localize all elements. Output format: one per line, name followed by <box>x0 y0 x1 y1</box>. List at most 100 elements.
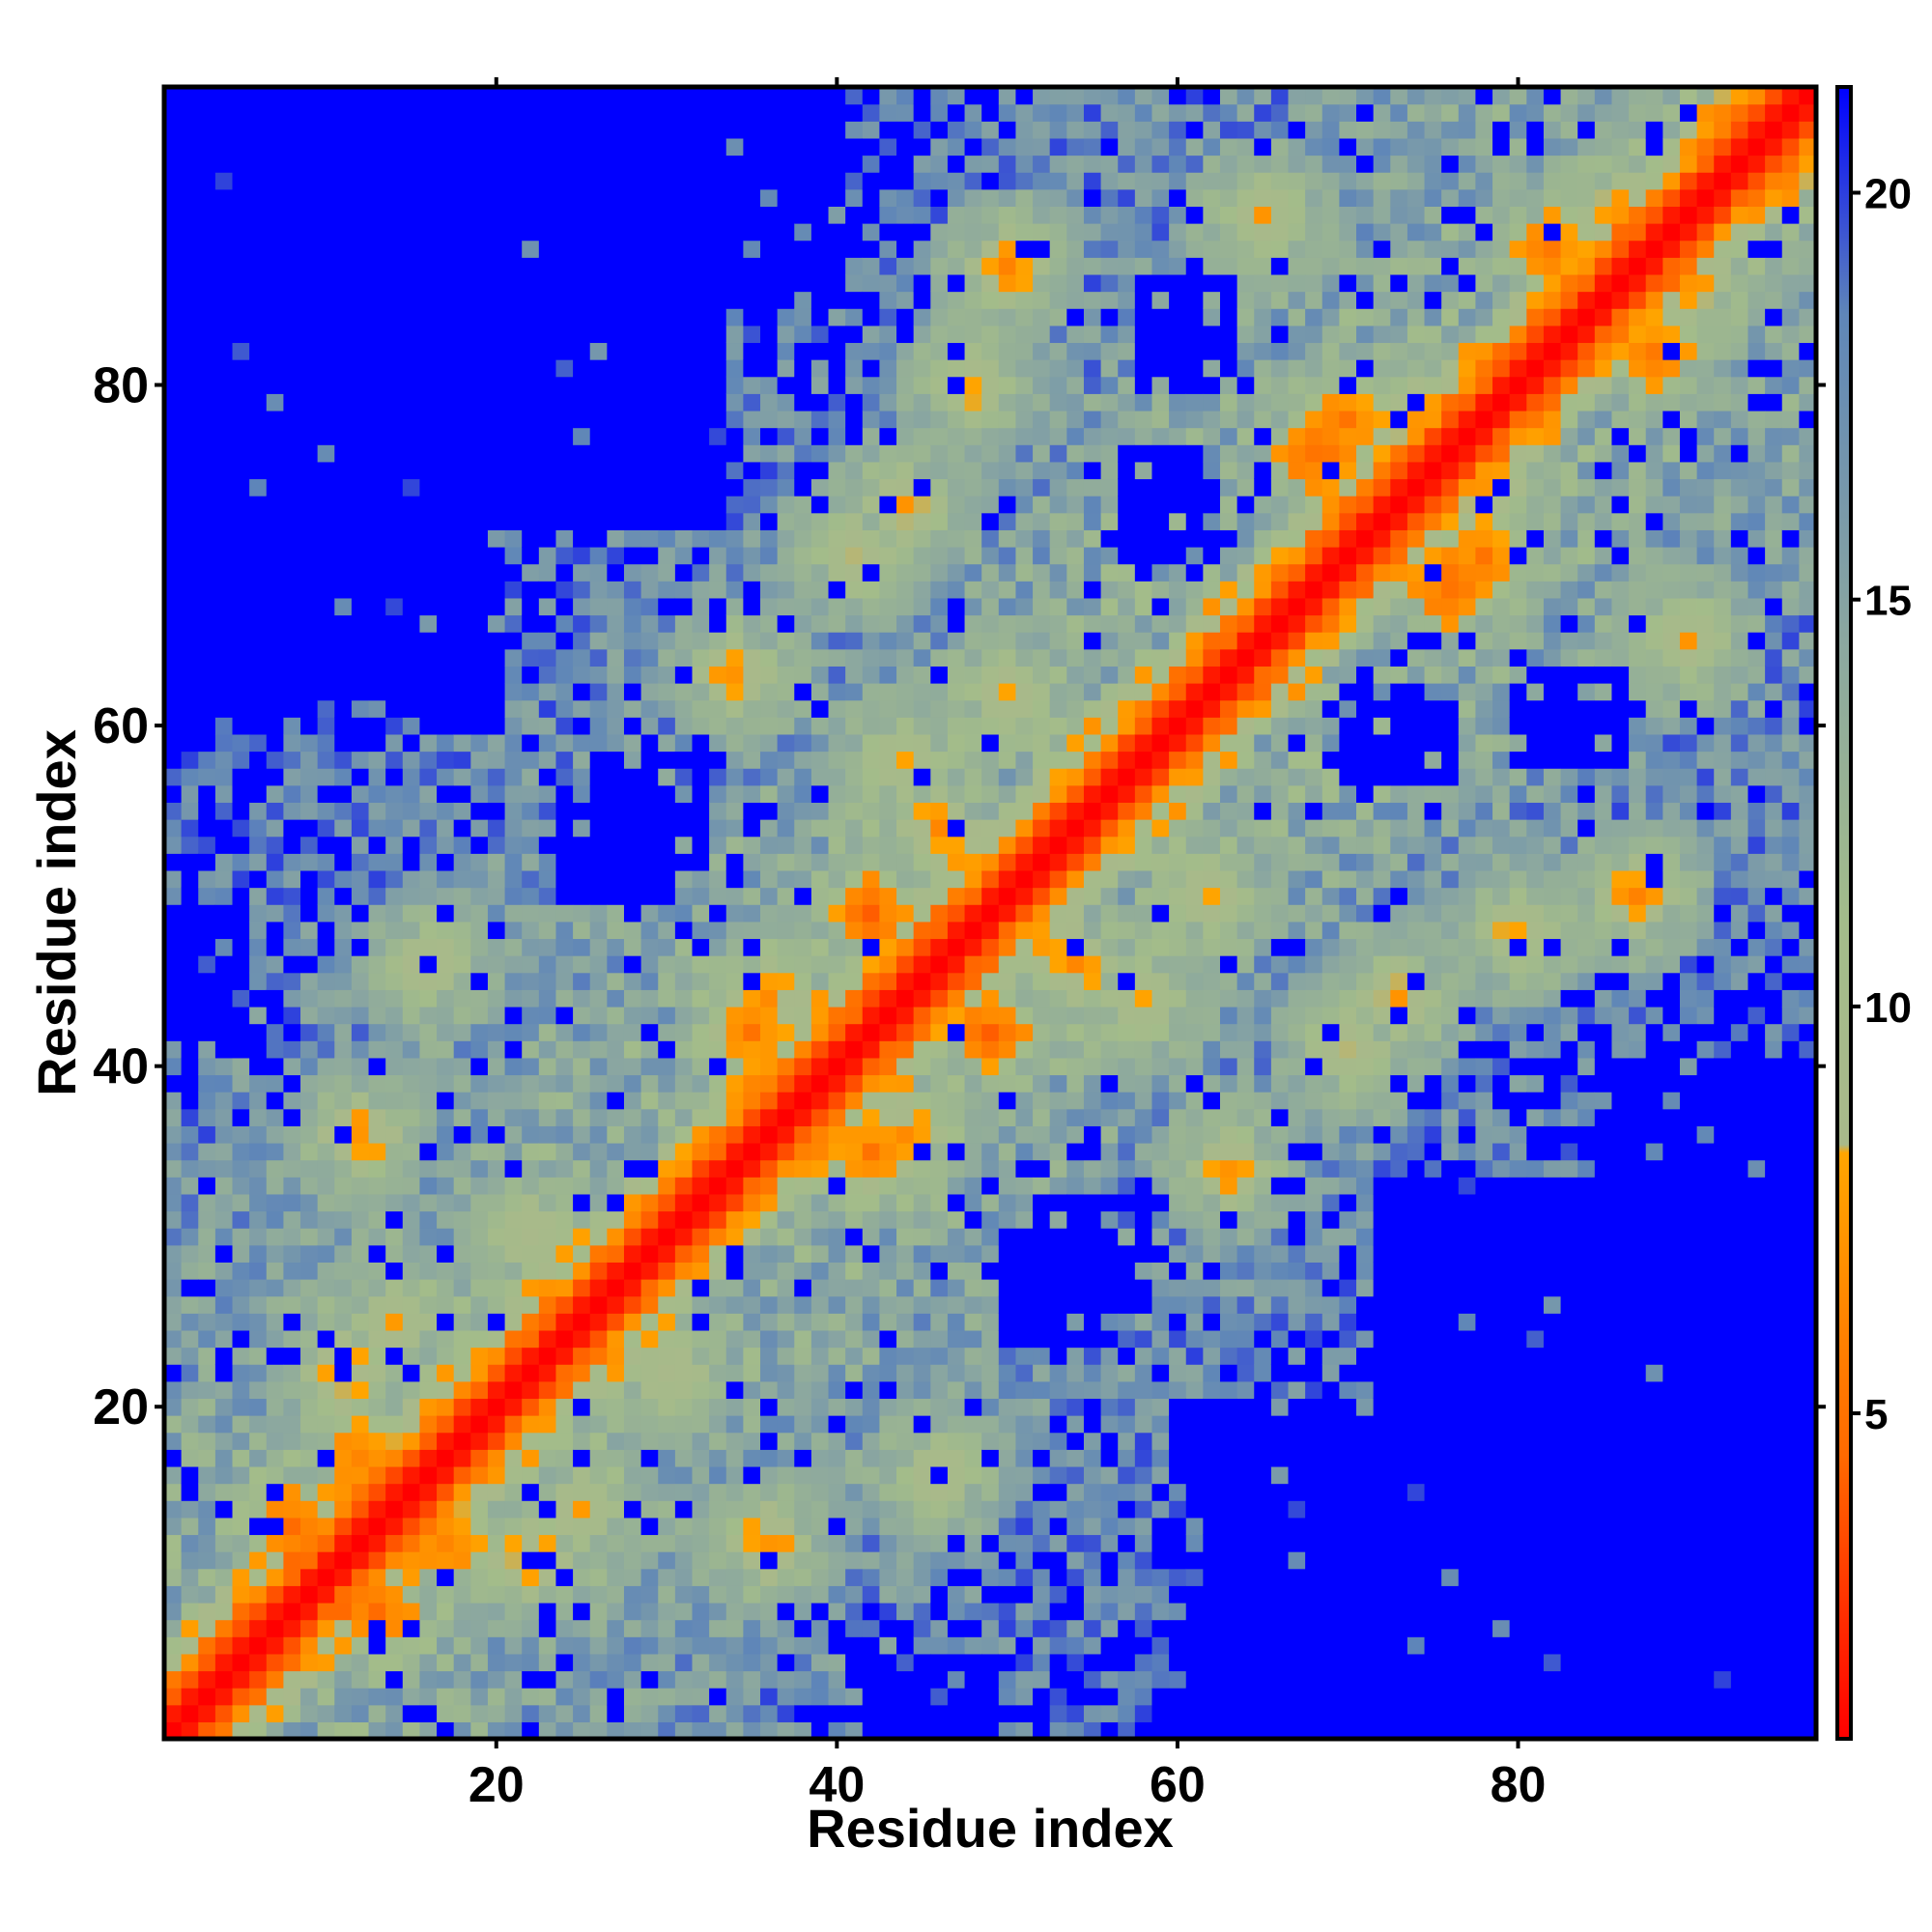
heatmap-cell <box>725 121 744 139</box>
heatmap-cell <box>964 87 982 105</box>
heatmap-cell <box>351 444 370 463</box>
heatmap-cell <box>777 427 795 445</box>
heatmap-cell <box>1015 172 1034 190</box>
heatmap-cell <box>828 1329 846 1349</box>
heatmap-cell <box>981 666 1000 684</box>
heatmap-cell <box>573 359 591 378</box>
heatmap-cell <box>555 597 574 616</box>
heatmap-cell <box>504 717 523 735</box>
heatmap-cell <box>998 1483 1017 1501</box>
heatmap-cell <box>930 1142 949 1161</box>
heatmap-cell <box>214 1347 234 1365</box>
heatmap-cell <box>249 1398 268 1416</box>
heatmap-cell <box>896 478 915 497</box>
heatmap-cell <box>794 461 812 480</box>
heatmap-cell <box>658 1040 676 1059</box>
heatmap-cell <box>437 1193 455 1212</box>
heatmap-cell <box>1015 1398 1034 1416</box>
heatmap-cell <box>862 853 881 871</box>
heatmap-cell <box>1015 1653 1034 1672</box>
heatmap-cell <box>607 137 625 156</box>
heatmap-cell <box>300 342 319 360</box>
heatmap-cell <box>266 273 284 293</box>
heatmap-cell <box>437 853 455 871</box>
heatmap-cell <box>674 597 694 616</box>
heatmap-cell <box>810 1653 830 1672</box>
heatmap-cell <box>981 188 1000 207</box>
heatmap-cell <box>589 1568 608 1586</box>
heatmap-cell <box>300 223 319 242</box>
heatmap-cell <box>964 1142 982 1161</box>
heatmap-cell <box>300 1142 319 1161</box>
heatmap-cell <box>896 666 915 684</box>
heatmap-cell <box>266 1585 284 1604</box>
heatmap-cell <box>437 257 455 275</box>
heatmap-cell <box>437 496 455 514</box>
heatmap-cell <box>913 529 931 548</box>
heatmap-cell <box>181 223 199 242</box>
heatmap-cell <box>981 223 1000 242</box>
heatmap-cell <box>845 1380 864 1400</box>
heatmap-cell <box>640 614 659 633</box>
heatmap-cell <box>794 1551 812 1570</box>
heatmap-cell <box>351 1313 370 1331</box>
heatmap-cell <box>947 1262 966 1280</box>
heatmap-cell <box>317 87 335 105</box>
heatmap-cell <box>913 1092 931 1110</box>
heatmap-cell <box>504 1210 523 1229</box>
heatmap-cell <box>249 1228 268 1246</box>
heatmap-cell <box>181 1585 199 1604</box>
heatmap-cell <box>300 563 319 582</box>
heatmap-cell <box>453 1517 471 1536</box>
heatmap-cell <box>862 1057 881 1076</box>
heatmap-cell <box>453 206 471 224</box>
heatmap-cell <box>181 308 199 327</box>
heatmap-cell <box>283 1347 301 1365</box>
heatmap-cell <box>317 1619 335 1637</box>
heatmap-cell <box>317 904 335 923</box>
heatmap-cell <box>964 683 982 701</box>
heatmap-cell <box>692 155 710 173</box>
heatmap-cell <box>658 1670 676 1689</box>
heatmap-cell <box>743 273 761 293</box>
heatmap-cell <box>760 1057 779 1076</box>
heatmap-cell <box>470 478 489 497</box>
heatmap-cell <box>573 1023 591 1041</box>
heatmap-cell <box>725 1210 744 1229</box>
heatmap-cell <box>453 784 471 804</box>
heatmap-cell <box>896 632 915 650</box>
heatmap-cell <box>607 172 625 190</box>
heatmap-cell <box>504 546 523 565</box>
heatmap-cell <box>794 614 812 633</box>
heatmap-cell <box>249 1585 268 1604</box>
heatmap-cell <box>589 614 608 633</box>
heatmap-cell <box>947 1244 966 1263</box>
heatmap-cell <box>385 1517 404 1536</box>
heatmap-cell <box>419 496 438 514</box>
heatmap-cell <box>879 1602 897 1621</box>
heatmap-cell <box>794 768 812 786</box>
heatmap-cell <box>368 273 386 293</box>
heatmap-cell <box>198 206 216 224</box>
heatmap-cell <box>300 1193 319 1212</box>
heatmap-cell <box>164 155 183 173</box>
heatmap-cell <box>674 853 694 871</box>
heatmap-cell <box>709 938 727 956</box>
heatmap-cell <box>538 188 557 207</box>
heatmap-cell <box>164 1142 183 1161</box>
heatmap-cell <box>589 291 608 309</box>
heatmap-cell <box>198 1721 216 1740</box>
heatmap-cell <box>589 427 608 445</box>
heatmap-cell <box>181 938 199 956</box>
heatmap-cell <box>981 1500 1000 1519</box>
heatmap-cell <box>164 137 183 156</box>
heatmap-cell <box>913 546 931 565</box>
heatmap-cell <box>709 904 727 923</box>
heatmap-cell <box>368 1040 386 1059</box>
heatmap-cell <box>930 819 949 838</box>
heatmap-cell <box>437 632 455 650</box>
heatmap-cell <box>930 273 949 293</box>
heatmap-cell <box>692 1688 710 1706</box>
heatmap-cell <box>249 1619 268 1637</box>
heatmap-cell <box>266 137 284 156</box>
